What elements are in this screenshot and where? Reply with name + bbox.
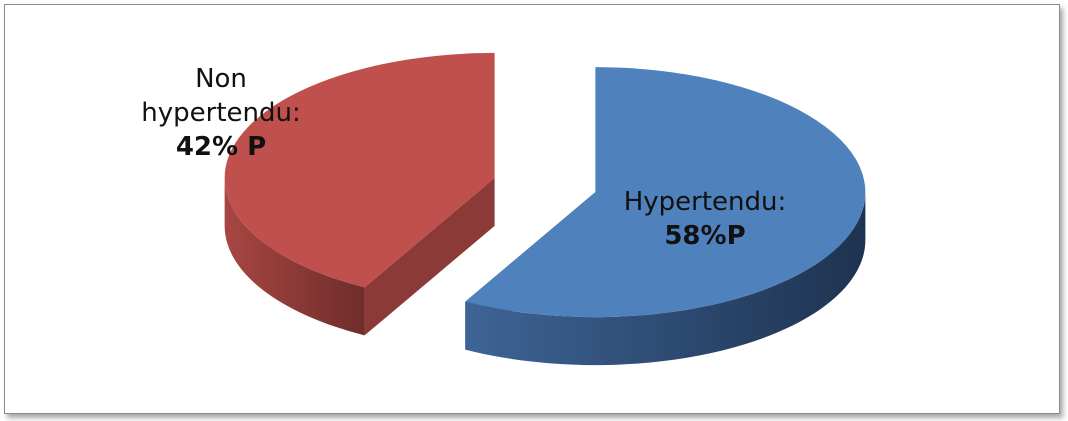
chart-frame: Hypertendu: 58%P Non hypertendu: 42% P [4,4,1060,414]
slice-value-label-hypertendu: 58%P [664,221,745,251]
slice-value-label-non-hypertendu: 42% P [176,132,266,162]
slice-label-non-hypertendu: hypertendu: [141,98,300,128]
pie-slice-cut-face-non-hypertendu [364,177,495,336]
slice-label-non-hypertendu: Non [195,64,247,94]
pie-slice-rim-hypertendu [465,192,866,366]
slice-label-hypertendu: Hypertendu: [624,187,787,217]
pie-slice-non-hypertendu [224,52,495,288]
pie-slice-rim-non-hypertendu [224,177,365,336]
pie-slice-hypertendu [465,67,866,318]
pie-chart: Hypertendu: 58%P Non hypertendu: 42% P [141,52,866,366]
